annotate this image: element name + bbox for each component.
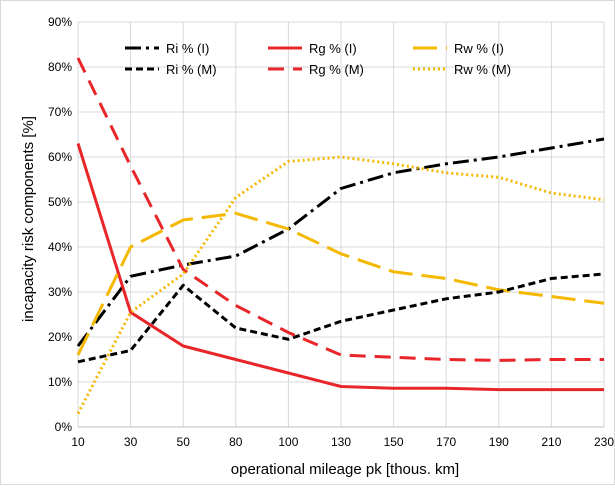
y-tick-label: 50%: [48, 195, 72, 209]
y-axis-title: incapacity risk components [%]: [20, 116, 37, 322]
legend-label: Ri % (M): [166, 62, 217, 77]
x-tick-label: 210: [541, 435, 561, 449]
x-tick-label: 30: [124, 435, 138, 449]
legend-label: Rg % (I): [309, 41, 357, 56]
series-line: [76, 137, 605, 347]
x-tick-label: 100: [278, 435, 298, 449]
y-tick-label: 80%: [48, 60, 72, 74]
x-tick-label: 230: [594, 435, 614, 449]
x-tick-label: 10: [71, 435, 85, 449]
x-tick-label: 150: [384, 435, 404, 449]
x-tick-label: 170: [436, 435, 456, 449]
legend: Ri % (I) Rg % (I) Rw % (I) Ri % (M) Rg % (M)…: [125, 41, 511, 77]
series-line: [77, 272, 605, 364]
y-tick-label: 60%: [48, 150, 72, 164]
legend-label: Rw % (M): [454, 62, 511, 77]
series-lines: [76, 57, 605, 415]
y-tick-label: 0%: [55, 420, 73, 434]
legend-label: Ri % (I): [166, 41, 209, 56]
x-axis-title: operational mileage pk [thous. km]: [231, 461, 459, 478]
y-tick-label: 10%: [48, 375, 72, 389]
legend-label: Rg % (M): [309, 62, 364, 77]
axes: 0% 10% 20% 30% 40% 50% 60% 70% 80% 90% 10 30 50 80 100…: [48, 15, 614, 449]
y-tick-label: 40%: [48, 240, 72, 254]
x-tick-label: 130: [331, 435, 351, 449]
series-line: [76, 211, 605, 356]
gridlines: [77, 21, 605, 428]
y-tick-label: 90%: [48, 15, 72, 29]
x-tick-label: 190: [489, 435, 509, 449]
y-tick-label: 20%: [48, 330, 72, 344]
y-tick-label: 30%: [48, 285, 72, 299]
x-tick-label: 80: [229, 435, 243, 449]
y-tick-label: 70%: [48, 105, 72, 119]
series-line: [76, 143, 604, 392]
legend-label: Rw % (I): [454, 41, 504, 56]
series-line: [76, 155, 605, 415]
x-tick-label: 50: [177, 435, 191, 449]
